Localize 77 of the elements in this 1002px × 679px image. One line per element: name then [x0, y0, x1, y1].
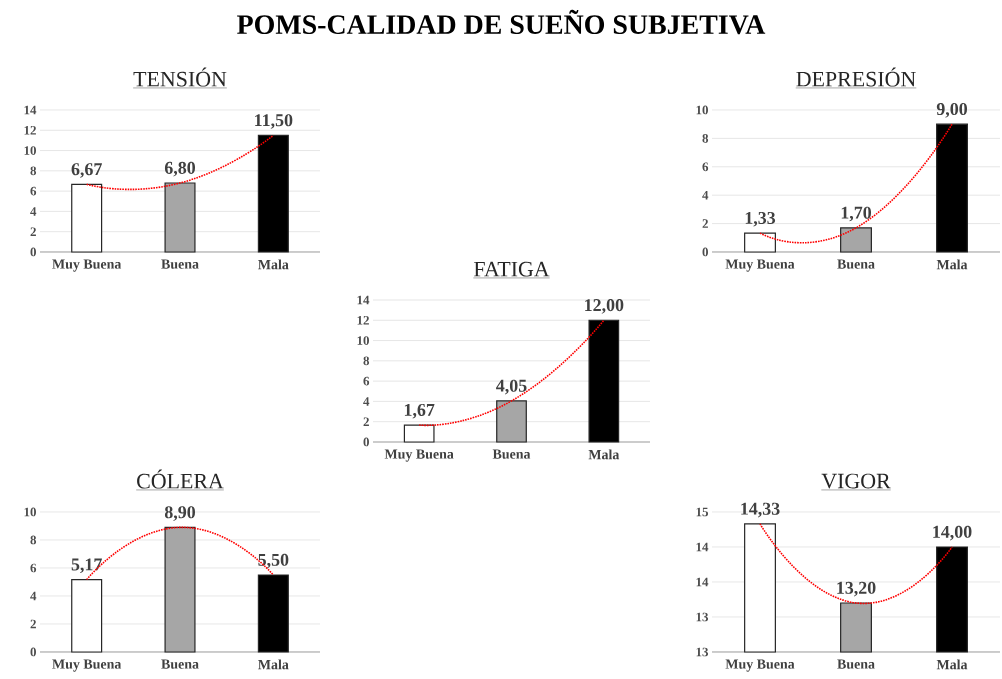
y-tick-label: 8 — [30, 166, 37, 176]
data-label: 4,05 — [496, 379, 527, 395]
y-tick-label: 14 — [696, 542, 709, 552]
data-label: 9,00 — [936, 102, 968, 118]
y-tick-label: 2 — [30, 619, 36, 629]
data-label: 6,67 — [71, 163, 102, 178]
x-tick-label: Buena — [161, 659, 199, 669]
data-label: 11,50 — [255, 114, 293, 129]
x-tick-label: Mala — [588, 449, 620, 460]
x-tick-label: Buena — [492, 449, 531, 459]
y-tick-label: 2 — [363, 417, 369, 426]
chart-title: DEPRESIÓN — [796, 67, 916, 87]
data-label: 5,50 — [258, 553, 289, 569]
y-tick-label: 0 — [363, 437, 369, 447]
y-tick-label: 2 — [30, 227, 36, 236]
y-tick-label: 0 — [30, 647, 36, 657]
data-label: 1,67 — [404, 403, 435, 419]
bar — [71, 183, 103, 253]
data-label: 14,00 — [933, 525, 972, 541]
chart-title: VIGOR — [821, 473, 891, 489]
y-tick-label: 6 — [30, 563, 37, 573]
y-tick-label: 10 — [24, 146, 36, 155]
bar — [588, 319, 620, 443]
y-tick-label: 4 — [30, 207, 37, 216]
y-tick-label: 6 — [363, 376, 370, 386]
data-label: 12,00 — [585, 299, 624, 314]
y-tick-label: 4 — [702, 190, 709, 200]
x-tick-label: Buena — [161, 259, 199, 269]
x-tick-label: Muy Buena — [52, 659, 122, 672]
y-tick-label: 12 — [24, 125, 36, 135]
y-tick-label: 8 — [363, 356, 370, 366]
x-tick-label: Muy Buena — [725, 259, 795, 272]
x-tick-label: Muy Buena — [725, 659, 795, 672]
x-tick-label: Muy Buena — [52, 259, 122, 272]
y-tick-label: 10 — [357, 336, 369, 345]
y-tick-label: 12 — [357, 315, 369, 325]
y-tick-label: 6 — [702, 162, 709, 172]
chart-title: TENSIÓN — [133, 67, 227, 87]
bar — [744, 232, 776, 253]
y-tick-label: 13 — [696, 647, 709, 657]
x-tick-label: Mala — [258, 259, 289, 270]
x-tick-label: Buena — [837, 659, 875, 669]
data-label: 1,70 — [841, 206, 872, 222]
y-tick-label: 14 — [357, 295, 370, 305]
x-tick-label: Mala — [936, 659, 968, 670]
data-label: 6,80 — [164, 161, 196, 177]
y-tick-label: 14 — [696, 577, 709, 587]
x-tick-label: Mala — [258, 659, 289, 670]
chart-title: CÓLERA — [137, 469, 224, 489]
bar — [936, 123, 968, 253]
y-tick-label: 8 — [702, 134, 709, 143]
data-label: 13,20 — [837, 581, 876, 597]
y-tick-label: 4 — [363, 397, 370, 406]
data-label: 8,90 — [164, 506, 196, 521]
x-tick-label: Buena — [837, 259, 875, 269]
y-tick-label: 10 — [696, 105, 708, 115]
y-tick-label: 2 — [702, 219, 708, 228]
x-tick-label: Muy Buena — [384, 449, 454, 462]
y-tick-label: 13 — [696, 612, 709, 622]
y-tick-label: 6 — [30, 186, 37, 196]
y-tick-label: 0 — [30, 247, 36, 257]
bar — [71, 579, 103, 653]
y-tick-label: 4 — [30, 591, 37, 601]
x-tick-label: Mala — [936, 259, 968, 270]
y-tick-label: 0 — [702, 247, 708, 257]
chart-title: FATIGA — [473, 261, 550, 277]
bar — [257, 574, 289, 653]
text: POMS-CALIDAD DE SUEÑO SUBJETIVA — [237, 9, 766, 35]
y-tick-label: 8 — [30, 535, 37, 545]
data-label: 14,33 — [741, 502, 780, 518]
bar — [257, 134, 289, 253]
y-tick-label: 15 — [696, 507, 709, 517]
y-tick-label: 10 — [24, 507, 36, 517]
bar — [403, 424, 435, 443]
data-label: 1,33 — [745, 211, 776, 227]
y-tick-label: 14 — [24, 105, 37, 115]
data-label: 5,17 — [71, 558, 102, 574]
